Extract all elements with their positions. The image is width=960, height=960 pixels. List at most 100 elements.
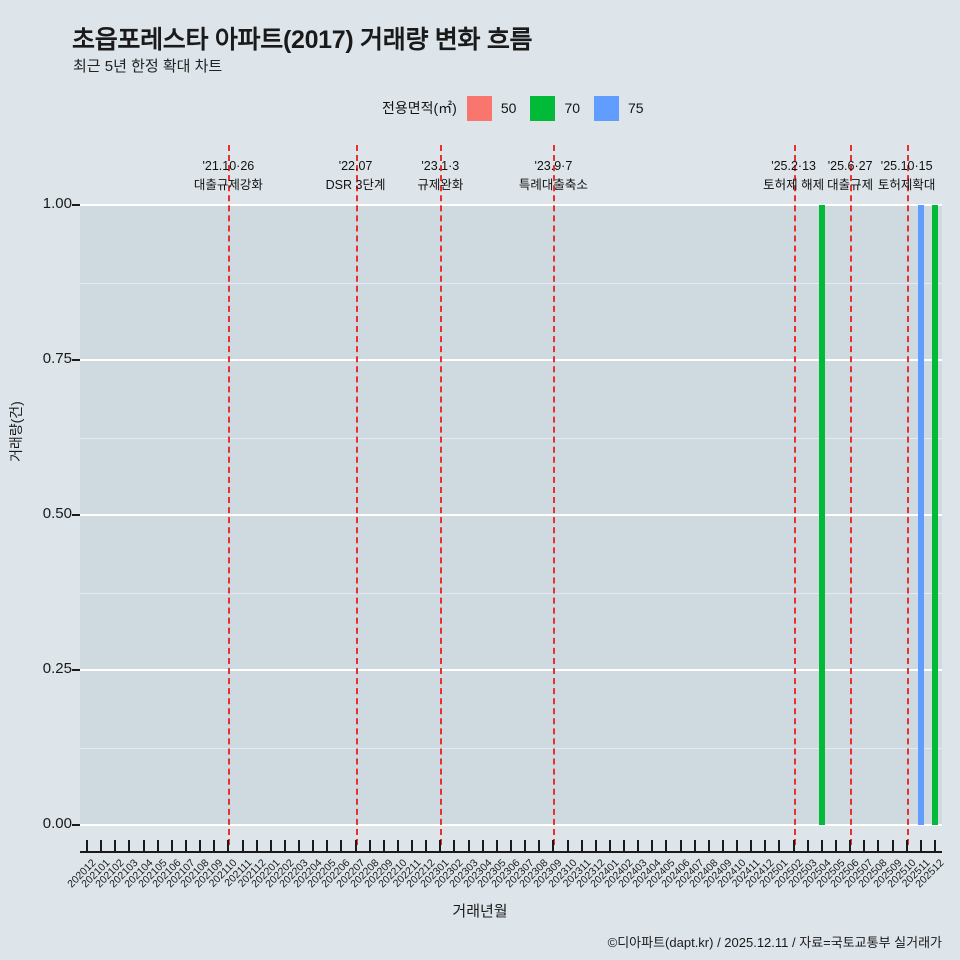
- gridline-minor: [80, 747, 942, 749]
- x-axis-tick: [269, 840, 272, 851]
- event-annotation: '23.1·3 규제완화: [417, 157, 463, 196]
- x-axis-tick: [637, 840, 640, 851]
- x-axis-tick: [623, 840, 626, 851]
- x-axis-tick: [778, 840, 781, 851]
- event-description: DSR 3단계: [325, 178, 386, 193]
- event-date: '25.2·13: [771, 159, 817, 173]
- legend-color-swatch: [594, 95, 620, 121]
- event-annotation: '23.9·7 특례대출축소: [519, 157, 588, 196]
- event-marker-line: [228, 145, 231, 845]
- x-axis-tick: [820, 840, 823, 851]
- bar[interactable]: [917, 205, 924, 825]
- event-marker-line: [355, 145, 358, 845]
- x-axis-tick: [298, 840, 301, 851]
- legend-item[interactable]: 50: [466, 95, 517, 121]
- x-axis-tick: [806, 840, 809, 851]
- x-axis-tick: [566, 840, 569, 851]
- x-axis-tick: [736, 840, 739, 851]
- event-annotation: '25.6·27 대출규제: [827, 157, 873, 196]
- y-axis-tick: [72, 669, 80, 671]
- bar[interactable]: [931, 205, 938, 825]
- page-title: 초읍포레스타 아파트(2017) 거래량 변화 흐름: [72, 26, 533, 54]
- bar[interactable]: [818, 205, 825, 825]
- x-axis-tick: [524, 840, 527, 851]
- event-annotation: '21.10·26 대출규제강화: [194, 157, 263, 196]
- x-axis-tick: [382, 840, 385, 851]
- event-description: 대출규제: [827, 178, 874, 193]
- x-axis-tick: [128, 840, 131, 851]
- event-description: 토허제확대: [877, 178, 936, 193]
- x-axis-tick: [227, 840, 230, 851]
- x-axis-tick: [481, 840, 484, 851]
- legend-item[interactable]: 70: [530, 95, 581, 121]
- x-axis-tick: [467, 840, 470, 851]
- legend-title: 전용면적(㎡): [382, 100, 457, 116]
- event-marker-line: [906, 145, 909, 845]
- y-axis-tick-label: 0.00: [42, 815, 72, 832]
- x-axis-tick: [340, 840, 343, 851]
- x-axis-tick: [439, 840, 442, 851]
- x-axis-tick: [891, 840, 894, 851]
- x-axis-tick: [764, 840, 767, 851]
- gridline-major: [80, 514, 942, 516]
- x-axis-tick: [453, 840, 456, 851]
- footer-caption: ©디아파트(dapt.kr) / 2025.12.11 / 자료=국토교통부 실…: [607, 935, 942, 950]
- x-axis-tick: [510, 840, 512, 851]
- y-axis-title: 거래량(건): [8, 401, 24, 462]
- x-axis-tick: [750, 840, 753, 851]
- chart-legend: 전용면적(㎡) 50 70 75: [382, 95, 658, 121]
- event-description: 대출규제강화: [193, 178, 263, 193]
- x-axis-tick: [156, 840, 159, 851]
- legend-item-label: 70: [564, 100, 581, 116]
- event-date: '23.9·7: [534, 159, 573, 173]
- x-axis-tick: [905, 840, 908, 851]
- event-description: 토허제 해제: [763, 178, 825, 193]
- x-axis-tick: [580, 840, 583, 851]
- y-axis-tick-label: 0.50: [42, 505, 72, 522]
- x-axis-tick: [396, 840, 399, 851]
- x-axis-tick: [495, 840, 498, 851]
- event-description: 특례대출축소: [518, 178, 588, 193]
- x-axis-tick: [255, 840, 258, 851]
- x-axis-tick: [835, 840, 838, 851]
- x-axis-tick: [411, 840, 414, 851]
- x-axis-tick: [552, 840, 555, 851]
- x-axis-tick: [354, 840, 357, 851]
- gridline-major: [80, 359, 942, 361]
- event-marker-line: [850, 145, 853, 845]
- y-axis-tick-label: 0.25: [42, 660, 72, 677]
- y-axis-tick: [72, 204, 80, 206]
- x-axis-tick: [594, 840, 597, 851]
- x-axis-tick: [213, 840, 216, 851]
- event-date: '23.1·3: [421, 159, 460, 173]
- x-axis-tick: [184, 840, 187, 851]
- gridline-major: [80, 669, 942, 671]
- x-axis-tick: [241, 840, 244, 851]
- event-marker-line: [793, 145, 796, 845]
- y-axis-tick: [72, 359, 80, 361]
- x-axis-tick: [679, 840, 682, 851]
- x-axis-tick: [199, 840, 202, 851]
- x-axis-tick: [721, 840, 724, 851]
- x-axis-tick: [849, 840, 852, 851]
- event-annotation: '22.07 DSR 3단계: [326, 157, 386, 196]
- x-axis-tick: [142, 840, 145, 851]
- x-axis-tick: [792, 840, 795, 851]
- gridline-minor: [80, 437, 942, 439]
- y-axis-tick-label: 0.75: [42, 350, 72, 367]
- gridline-major: [80, 824, 942, 826]
- legend-item-label: 50: [500, 100, 517, 116]
- x-axis-tick: [100, 840, 103, 851]
- x-axis-line: [80, 851, 942, 853]
- event-date: '21.10·26: [202, 159, 255, 173]
- gridline-minor: [80, 282, 942, 284]
- x-axis-tick: [608, 840, 611, 851]
- event-date: '25.6·27: [827, 159, 873, 173]
- x-axis-tick: [86, 840, 89, 851]
- y-axis-tick-label: 1.00: [42, 195, 72, 212]
- legend-color-swatch: [530, 95, 556, 121]
- x-axis-title: 거래년월: [452, 903, 508, 920]
- legend-item[interactable]: 75: [594, 95, 644, 121]
- x-axis-tick: [651, 840, 654, 851]
